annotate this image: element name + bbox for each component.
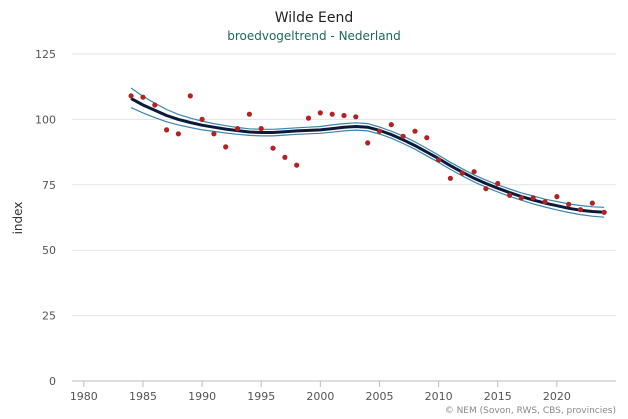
x-tick-label: 1985: [129, 390, 157, 403]
data-point-2011: [447, 175, 453, 181]
y-tick-label: 100: [35, 113, 56, 126]
data-point-2020: [554, 194, 560, 200]
y-tick-label: 25: [42, 310, 56, 323]
data-point-2007: [400, 133, 406, 139]
data-point-2005: [376, 128, 383, 134]
x-tick-label: 2015: [484, 390, 512, 403]
data-point-1984: [128, 93, 134, 99]
data-point-2002: [341, 112, 347, 119]
data-point-1993: [235, 126, 241, 132]
x-tick-label: 1980: [70, 390, 98, 403]
data-point-2004: [365, 140, 371, 146]
data-point-2001: [329, 111, 335, 117]
data-point-2021: [566, 201, 572, 207]
y-axis-title: index: [11, 202, 25, 235]
data-point-2014: [483, 186, 489, 192]
data-point-2000: [317, 110, 323, 116]
data-point-1999: [305, 115, 312, 121]
lower-bound-line: [130, 107, 605, 218]
confidence-band: [130, 87, 605, 218]
x-tick-label: 1995: [247, 390, 275, 403]
x-tick-label: 2000: [306, 390, 334, 403]
data-point-2016: [507, 192, 513, 198]
data-point-1997: [282, 154, 288, 160]
y-axis: 0 25 50 75 100 125: [35, 48, 56, 388]
data-point-2006: [388, 122, 394, 128]
data-point-2015: [495, 180, 501, 187]
x-tick-label: 2005: [365, 390, 393, 403]
y-tick-label: 75: [42, 179, 56, 192]
observed-points: [128, 93, 607, 215]
y-tick-label: 50: [42, 244, 56, 257]
data-point-1996: [270, 145, 276, 151]
data-point-2012: [459, 170, 465, 176]
data-point-1988: [175, 131, 181, 137]
x-axis: 1980 1985 1990 1995 2000 2005 2010 2015 2020: [70, 381, 571, 403]
data-point-1985: [140, 94, 146, 100]
data-point-2024: [601, 209, 607, 215]
y-tick-label: 125: [35, 48, 56, 61]
data-point-1987: [164, 127, 170, 133]
data-point-2023: [589, 200, 595, 206]
data-point-2018: [530, 195, 536, 201]
data-point-1994: [246, 111, 252, 117]
data-point-2008: [412, 128, 418, 134]
data-point-2013: [471, 169, 477, 175]
grid: [72, 53, 616, 382]
data-point-1998: [294, 162, 300, 168]
x-tick-label: 1990: [188, 390, 216, 403]
data-point-1991: [211, 131, 217, 137]
data-point-2003: [353, 114, 359, 120]
trend-line: [130, 97, 605, 214]
data-point-2022: [577, 207, 584, 213]
chart-credit: © NEM (Sovon, RWS, CBS, provincies): [445, 406, 616, 416]
y-tick-label: 0: [49, 375, 56, 388]
data-point-1995: [258, 126, 264, 132]
upper-bound-line: [130, 87, 605, 208]
data-point-2009: [424, 135, 430, 141]
data-point-2010: [436, 157, 442, 163]
chart-subtitle: broedvogeltrend - Nederland: [227, 29, 401, 43]
data-point-2019: [542, 199, 548, 205]
data-point-1989: [187, 93, 193, 99]
data-point-2017: [518, 195, 525, 201]
data-point-1992: [223, 144, 229, 150]
chart-title: Wilde Eend: [275, 10, 353, 26]
trend-series-line: [130, 97, 605, 214]
data-point-1990: [199, 116, 205, 122]
x-tick-label: 2020: [543, 390, 571, 403]
data-point-1986: [152, 102, 158, 108]
x-tick-label: 2010: [425, 390, 453, 403]
